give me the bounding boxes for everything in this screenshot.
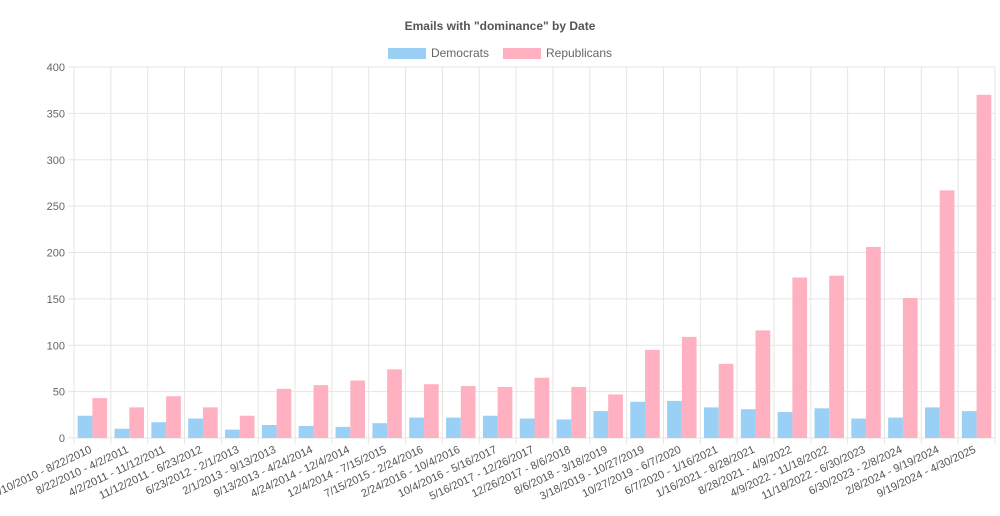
bar-republicans [497, 386, 513, 438]
legend-item-republicans[interactable]: Republicans [502, 46, 613, 60]
legend-swatch-democrats [387, 47, 426, 59]
bar-republicans [387, 369, 402, 438]
bar-republicans [976, 94, 992, 438]
legend-swatch-republicans [502, 47, 541, 59]
bar-republicans [534, 377, 550, 438]
bar-republicans [313, 385, 329, 438]
bar-republicans [829, 275, 844, 438]
y-tick-label: 100 [47, 340, 65, 352]
bar-republicans [939, 190, 955, 438]
y-tick-label: 50 [53, 387, 65, 399]
bar-republicans [350, 380, 366, 438]
bar-democrats [335, 426, 351, 438]
bar-democrats [225, 429, 240, 438]
y-tick-label: 0 [59, 433, 65, 445]
bar-republicans [460, 386, 476, 438]
bar-republicans [571, 386, 587, 438]
y-tick-label: 300 [47, 155, 65, 167]
bar-republicans [166, 396, 181, 438]
y-tick-label: 400 [47, 62, 65, 74]
bar-democrats [372, 423, 388, 438]
bar-republicans [792, 277, 808, 438]
bar-democrats [482, 415, 498, 438]
bar-republicans [129, 407, 144, 438]
bar-democrats [409, 417, 424, 438]
bar-republicans [276, 388, 292, 438]
chart-title: Emails with "dominance" by Date [404, 19, 596, 33]
bar-democrats [961, 411, 977, 438]
bar-republicans [423, 384, 439, 438]
bar-republicans [681, 336, 697, 438]
bar-republicans [645, 349, 660, 438]
legend-label-democrats: Democrats [430, 46, 489, 60]
legend: Democrats Republicans [0, 46, 1000, 60]
bar-republicans [239, 415, 255, 438]
bar-republicans [92, 398, 108, 438]
bar-democrats [888, 417, 903, 438]
bar-democrats [703, 407, 719, 438]
y-tick-label: 150 [47, 294, 65, 306]
bar-republicans [902, 297, 918, 438]
legend-label-republicans: Republicans [545, 46, 613, 60]
bar-democrats [777, 412, 793, 438]
bar-democrats [556, 419, 572, 438]
bar-republicans [866, 246, 881, 438]
bar-republicans [718, 363, 734, 438]
bar-democrats [519, 418, 535, 438]
bar-republicans [608, 394, 623, 438]
y-tick-label: 250 [47, 201, 65, 213]
bar-democrats [740, 409, 756, 438]
bar-democrats [925, 407, 940, 438]
bar-democrats [851, 418, 867, 438]
y-tick-label: 200 [47, 248, 65, 260]
bar-democrats [188, 418, 203, 438]
bar-democrats [77, 415, 93, 438]
bar-republicans [755, 330, 771, 438]
bar-democrats [151, 422, 167, 438]
y-tick-label: 350 [47, 108, 65, 120]
bar-democrats [261, 425, 277, 438]
bar-democrats [114, 428, 130, 438]
bar-democrats [630, 401, 646, 438]
bar-republicans [202, 407, 218, 438]
bar-democrats [298, 425, 314, 438]
bar-democrats [446, 417, 461, 438]
legend-item-democrats[interactable]: Democrats [387, 46, 489, 60]
bar-democrats [814, 408, 830, 438]
bar-democrats [667, 400, 682, 438]
bar-democrats [593, 411, 609, 438]
